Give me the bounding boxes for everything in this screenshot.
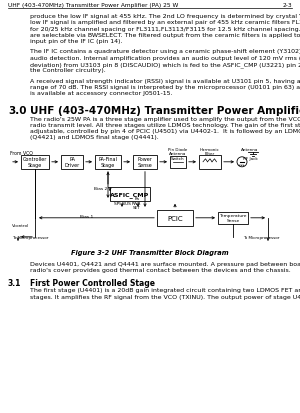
Text: input pin of the IF IC (pin 14).: input pin of the IF IC (pin 14). [30, 39, 122, 44]
Text: SPI BUS: SPI BUS [114, 201, 131, 205]
Text: To Microprocessor: To Microprocessor [12, 235, 49, 239]
Text: 3.1: 3.1 [8, 279, 21, 288]
Text: A received signal strength indicator (RSSI) signal is available at U3101 pin 5, : A received signal strength indicator (RS… [30, 78, 300, 83]
Text: low IF signal is amplified and filtered by an external pair of 455 kHz ceramic f: low IF signal is amplified and filtered … [30, 20, 300, 25]
Text: The IF IC contains a quadrature detector using a ceramic phase-shift element (Y3: The IF IC contains a quadrature detector… [30, 50, 300, 55]
Text: Bias 2: Bias 2 [94, 186, 107, 190]
Text: UHF (403-470MHz) Transmitter Power Amplifier (PA) 25 W: UHF (403-470MHz) Transmitter Power Ampli… [30, 105, 300, 115]
Text: range of 70 dB. The RSSI signal is interpreted by the microprocessor (U0101 pin : range of 70 dB. The RSSI signal is inter… [30, 85, 300, 90]
Text: Devices U4401, Q4421 and Q4441 are surface mounted. A pressure pad between board: Devices U4401, Q4421 and Q4441 are surfa… [30, 261, 300, 266]
Bar [61, 155, 83, 169]
Text: 2-3: 2-3 [282, 3, 292, 8]
Text: PA-Final
Stage: PA-Final Stage [99, 157, 117, 168]
Text: The radio's 25W PA is a three stage amplifier used to amplify the output from th: The radio's 25W PA is a three stage ampl… [30, 116, 300, 121]
Text: for 20/25 kHz channel spacing or FL3111,FL3113/F3115 for 12.5 kHz channel spacin: for 20/25 kHz channel spacing or FL3111,… [30, 26, 300, 31]
Text: From VCO: From VCO [10, 150, 33, 155]
Bar [95, 155, 121, 169]
Text: Power
Sense: Power Sense [138, 157, 152, 168]
Text: UHF (403-470MHz) Transmitter Power Amplifier (PA) 25 W: UHF (403-470MHz) Transmitter Power Ampli… [8, 3, 178, 8]
Bar [133, 155, 157, 169]
Text: PCIC: PCIC [167, 215, 183, 221]
Circle shape [237, 157, 247, 167]
Text: To Microprocessor: To Microprocessor [243, 235, 280, 239]
Text: Vcontrol: Vcontrol [12, 223, 29, 227]
Text: 3.0: 3.0 [8, 105, 26, 115]
Bar [157, 210, 193, 226]
Bar [218, 212, 248, 224]
Text: adjustable, controlled by pin 4 of PCIC (U4501) via U4402-1.  It is followed by : adjustable, controlled by pin 4 of PCIC … [30, 129, 300, 134]
Text: First Power Controlled Stage: First Power Controlled Stage [30, 279, 155, 288]
Text: Pin Diode
Antenna
Switch: Pin Diode Antenna Switch [168, 147, 188, 161]
Bar [199, 155, 221, 169]
Text: produce the low IF signal at 455 kHz. The 2nd LO frequency is determined by crys: produce the low IF signal at 455 kHz. Th… [30, 14, 300, 19]
Text: stages. It amplifies the RF signal from the VCO (TXINU). The output power of sta: stages. It amplifies the RF signal from … [30, 294, 300, 299]
Text: Temperature
Sense: Temperature Sense [219, 214, 247, 223]
Text: RF Jack: RF Jack [243, 157, 257, 160]
Text: radio transmit level. All three stages utilize LDMOS technology. The gain of the: radio transmit level. All three stages u… [30, 123, 300, 128]
Bar [21, 155, 49, 169]
Text: radio's cover provides good thermal contact between the devices and the chassis.: radio's cover provides good thermal cont… [30, 268, 291, 273]
Text: Pa
PWR
SET: Pa PWR SET [132, 197, 142, 210]
Text: are selectable via BWSELECT. The filtered output from the ceramic filters is app: are selectable via BWSELECT. The filtere… [30, 33, 300, 38]
Text: is available at accessory connector J0501-15.: is available at accessory connector J050… [30, 91, 172, 96]
Text: Figure 3-2 UHF Transmitter Block Diagram: Figure 3-2 UHF Transmitter Block Diagram [71, 249, 229, 255]
Text: Controller
Stage: Controller Stage [23, 157, 47, 168]
Text: Bias 1: Bias 1 [80, 214, 93, 218]
Bar [110, 188, 150, 201]
Bar [170, 157, 186, 169]
Text: Antenna: Antenna [241, 147, 259, 152]
Text: deviation) from U3103 pin 8 (DISCAUDIO) which is fed to the ASFIC_CMP (U3221) pi: deviation) from U3103 pin 8 (DISCAUDIO) … [30, 62, 300, 68]
Text: PA
Driver: PA Driver [64, 157, 80, 168]
Text: audio detection. Internal amplification provides an audio output level of 120 mV: audio detection. Internal amplification … [30, 56, 300, 61]
Text: Harmonic
Filter: Harmonic Filter [200, 147, 220, 156]
Text: ASFIC_CMP: ASFIC_CMP [110, 191, 150, 197]
Text: the Controller circuitry).: the Controller circuitry). [30, 68, 106, 73]
Text: (Q4421) and LDMOS final stage (Q4441).: (Q4421) and LDMOS final stage (Q4441). [30, 135, 159, 140]
Text: The first stage (U4401) is a 20dB gain integrated circuit containing two LDMOS F: The first stage (U4401) is a 20dB gain i… [30, 288, 300, 293]
